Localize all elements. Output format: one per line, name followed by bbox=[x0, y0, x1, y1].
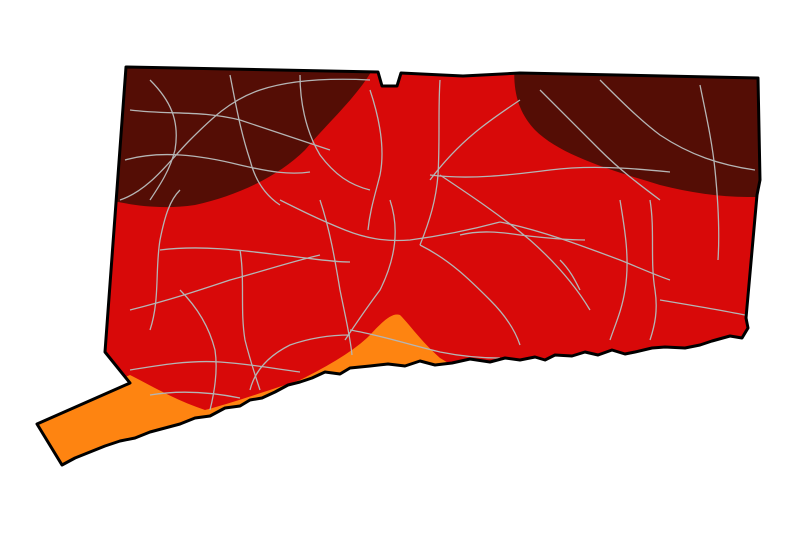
road bbox=[419, 79, 441, 246]
road bbox=[149, 79, 177, 201]
road bbox=[179, 289, 217, 411]
road bbox=[649, 199, 657, 341]
road bbox=[439, 174, 591, 311]
zone-extreme-northwest bbox=[110, 67, 378, 208]
road bbox=[299, 74, 371, 191]
road bbox=[609, 199, 628, 341]
road bbox=[229, 74, 281, 206]
road bbox=[239, 249, 261, 391]
road bbox=[129, 360, 301, 373]
road bbox=[279, 199, 501, 242]
state-outline bbox=[35, 65, 762, 467]
road bbox=[119, 78, 371, 201]
road bbox=[344, 199, 396, 341]
road bbox=[559, 259, 581, 291]
road bbox=[699, 84, 720, 261]
road bbox=[367, 89, 383, 231]
road bbox=[539, 89, 661, 201]
road-network bbox=[119, 74, 756, 411]
road bbox=[599, 79, 756, 171]
road bbox=[129, 109, 331, 151]
road bbox=[659, 299, 746, 316]
road bbox=[429, 166, 671, 178]
road bbox=[429, 99, 521, 181]
road bbox=[319, 199, 353, 356]
road bbox=[159, 247, 351, 263]
road bbox=[149, 189, 181, 331]
road bbox=[129, 254, 321, 311]
road bbox=[349, 329, 501, 359]
road bbox=[419, 244, 521, 346]
road bbox=[124, 153, 311, 174]
road bbox=[249, 334, 351, 391]
road bbox=[149, 391, 241, 399]
road bbox=[459, 231, 586, 241]
